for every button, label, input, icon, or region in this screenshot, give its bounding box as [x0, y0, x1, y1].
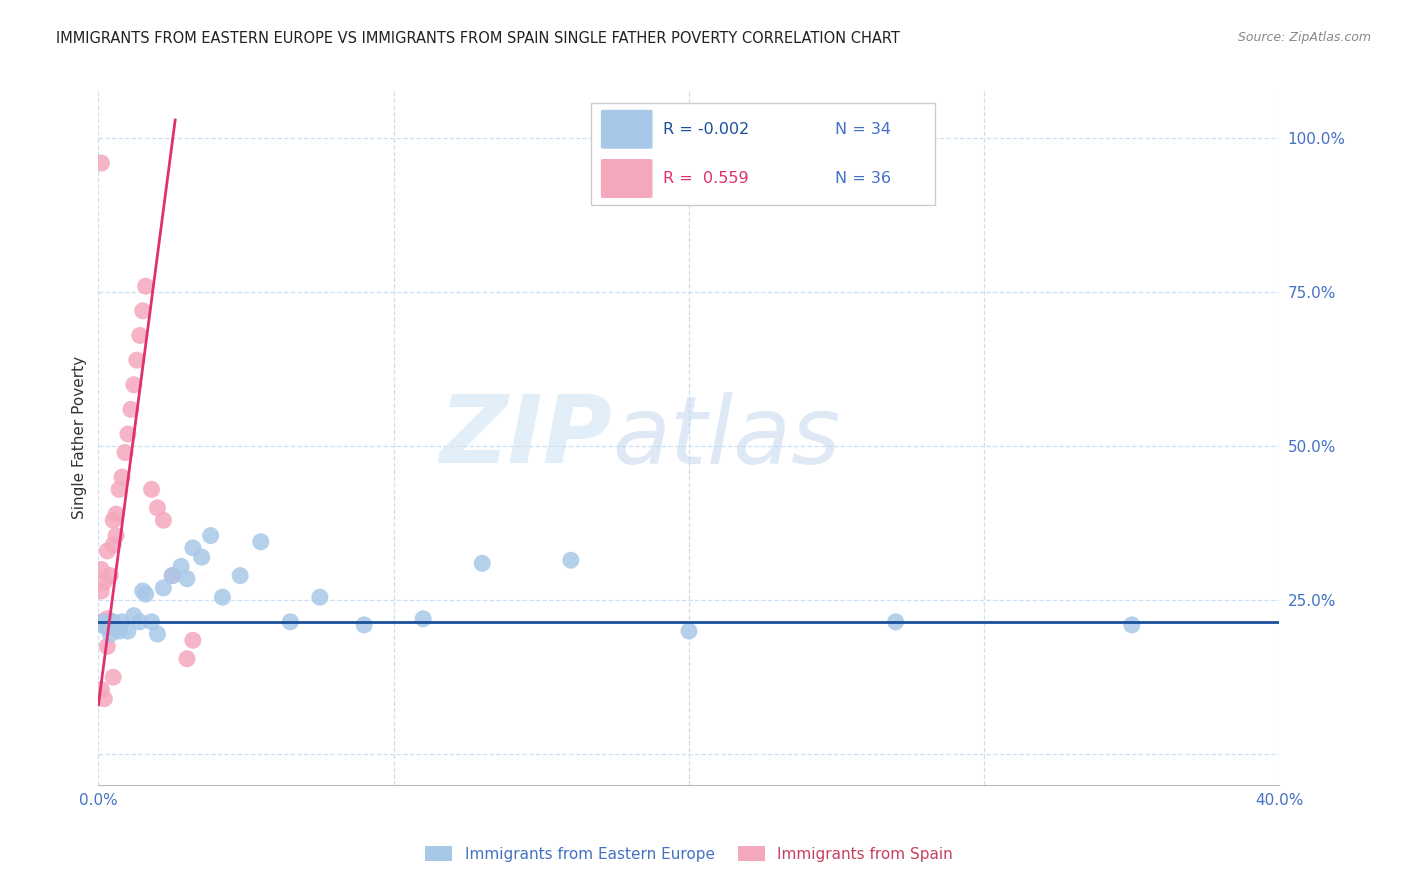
FancyBboxPatch shape [600, 110, 652, 149]
Point [90, 156, 112, 170]
Point [278, 615, 302, 629]
Point [146, 500, 169, 515]
Point [105, 621, 128, 635]
Point [135, 587, 157, 601]
Point [103, 670, 125, 684]
Point [181, 633, 204, 648]
Point [884, 615, 907, 629]
Point [128, 328, 150, 343]
Y-axis label: Single Father Poverty: Single Father Poverty [72, 356, 87, 518]
Point [90, 584, 112, 599]
Point [117, 624, 139, 638]
Text: atlas: atlas [612, 392, 841, 483]
Point [117, 427, 139, 442]
Point [353, 618, 375, 632]
Text: Source: ZipAtlas.com: Source: ZipAtlas.com [1237, 31, 1371, 45]
Text: N = 34: N = 34 [835, 121, 891, 136]
Point [141, 483, 163, 497]
Point [105, 507, 128, 521]
Point [162, 568, 183, 582]
Point [105, 528, 128, 542]
Text: ZIP: ZIP [439, 391, 612, 483]
Point [90, 562, 112, 576]
Point [120, 402, 142, 417]
Point [103, 615, 125, 629]
Point [93, 618, 115, 632]
Point [141, 615, 163, 629]
Point [98, 615, 121, 629]
Point [103, 538, 125, 552]
Point [108, 483, 131, 497]
Point [152, 513, 174, 527]
FancyBboxPatch shape [600, 159, 652, 198]
Point [560, 553, 582, 567]
Point [132, 303, 155, 318]
Point [211, 590, 233, 604]
Point [122, 608, 145, 623]
Point [471, 557, 494, 571]
Point [176, 572, 198, 586]
Point [96, 615, 118, 629]
Point [93, 691, 115, 706]
Legend: Immigrants from Eastern Europe, Immigrants from Spain: Immigrants from Eastern Europe, Immigran… [419, 840, 959, 868]
Point [122, 377, 145, 392]
Point [108, 624, 131, 638]
Point [111, 615, 134, 629]
Point [128, 615, 150, 629]
Point [176, 651, 198, 665]
Point [135, 279, 157, 293]
Point [132, 584, 155, 599]
Point [93, 615, 115, 629]
Text: R = -0.002: R = -0.002 [662, 121, 749, 136]
Point [200, 528, 222, 542]
Point [678, 624, 700, 638]
Point [90, 682, 112, 697]
Point [114, 445, 136, 459]
Point [98, 568, 121, 582]
Point [181, 541, 204, 555]
Point [146, 627, 169, 641]
Point [170, 559, 193, 574]
Text: N = 36: N = 36 [835, 171, 891, 186]
Point [1121, 618, 1143, 632]
Point [250, 534, 273, 549]
Point [162, 568, 183, 582]
Point [96, 621, 118, 635]
Point [98, 627, 121, 641]
Point [103, 513, 125, 527]
Point [152, 581, 174, 595]
Point [90, 618, 112, 632]
Point [96, 640, 118, 654]
Point [111, 470, 134, 484]
Point [93, 615, 115, 629]
Point [96, 612, 118, 626]
Point [229, 568, 252, 582]
FancyBboxPatch shape [591, 103, 935, 205]
Point [191, 550, 214, 565]
Point [309, 590, 332, 604]
Point [90, 615, 112, 629]
Point [96, 544, 118, 558]
Point [125, 353, 148, 368]
Text: R =  0.559: R = 0.559 [662, 171, 748, 186]
Text: IMMIGRANTS FROM EASTERN EUROPE VS IMMIGRANTS FROM SPAIN SINGLE FATHER POVERTY CO: IMMIGRANTS FROM EASTERN EUROPE VS IMMIGR… [56, 31, 900, 46]
Point [412, 612, 434, 626]
Point [93, 574, 115, 589]
